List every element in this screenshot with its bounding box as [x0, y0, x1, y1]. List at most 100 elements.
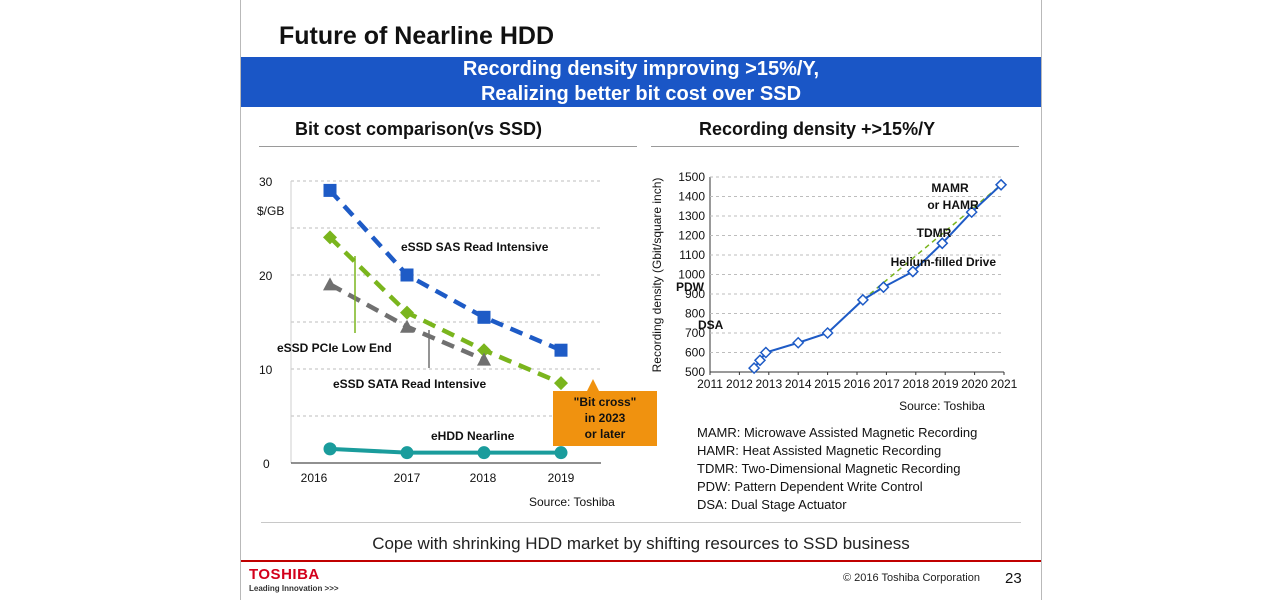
- density-x-tick-2021: 2021: [991, 377, 1018, 391]
- point-ehdd-nearline-2017: [400, 446, 414, 460]
- density-y-tick-900: 900: [685, 287, 705, 301]
- y-axis-unit: $/GB: [257, 204, 284, 218]
- recording-density-panel-title: Recording density +>15%/Y: [699, 119, 936, 139]
- series-line-ehdd-nearline: [329, 446, 561, 455]
- bit-cost-panel-title: Bit cost comparison(vs SSD): [295, 119, 543, 139]
- bottom-note: Cope with shrinking HDD market by shifti…: [372, 534, 910, 553]
- left-source: Source: Toshiba: [529, 495, 615, 509]
- bit-cost-chart: 30 20 10 0 $/GB 2016 2017 2018 2019 eSSD…: [257, 175, 657, 509]
- abbr-pdw: PDW: Pattern Dependent Write Control: [697, 479, 923, 494]
- point-ehdd-nearline-2018: [477, 446, 491, 460]
- bit-cross-callout: "Bit cross" in 2023 or later: [553, 379, 657, 446]
- label-sata: eSSD SATA Read Intensive: [333, 377, 486, 391]
- density-x-tick-2020: 2020: [961, 377, 988, 391]
- series-line-essd-sas-read-intensive: [328, 188, 562, 353]
- callout-line-1: "Bit cross": [574, 395, 637, 409]
- density-x-tick-2012: 2012: [726, 377, 753, 391]
- banner-line-2: Realizing better bit cost over SSD: [480, 83, 802, 105]
- point-essd-pcie-low-end-2016: [323, 230, 337, 245]
- density-y-tick-1200: 1200: [678, 229, 705, 243]
- annotation-mamr: MAMR: [931, 181, 969, 195]
- page-number: 23: [1005, 570, 1022, 587]
- density-x-tick-2019: 2019: [932, 377, 959, 391]
- x-tick-2019: 2019: [548, 471, 575, 485]
- point-essd-sas-read-intensive-2018: [477, 310, 491, 324]
- x-tick-2017: 2017: [394, 471, 421, 485]
- density-y-tick-600: 600: [685, 346, 705, 360]
- density-y-tick-700: 700: [685, 326, 705, 340]
- right-panel-rule: [651, 146, 1019, 147]
- density-x-tick-2016: 2016: [844, 377, 871, 391]
- density-point-4: [792, 336, 805, 349]
- density-point-6: [856, 293, 869, 306]
- annotation-pdw: PDW: [676, 280, 705, 294]
- density-x-tick-2013: 2013: [755, 377, 782, 391]
- density-y-tick-800: 800: [685, 307, 705, 321]
- callout-line-2: in 2023: [585, 411, 626, 425]
- x-tick-2018: 2018: [470, 471, 497, 485]
- point-essd-sas-read-intensive-2016: [323, 183, 337, 197]
- point-essd-sata-read-intensive-2018: [477, 352, 491, 366]
- density-trend-line: [862, 184, 1002, 301]
- density-y-tick-1000: 1000: [678, 268, 705, 282]
- abbr-dsa: DSA: Dual Stage Actuator: [697, 497, 847, 512]
- density-x-tick-2015: 2015: [814, 377, 841, 391]
- label-nearline: eHDD Nearline: [431, 429, 515, 443]
- density-y-tick-500: 500: [685, 365, 705, 379]
- density-point-2: [753, 354, 767, 367]
- density-x-ticks: 2011 2012 2013 2014 2015 2016 2017 2018 2019 2020…: [697, 372, 1018, 391]
- density-x-tick-2018: 2018: [902, 377, 929, 391]
- x-tick-2016: 2016: [301, 471, 328, 485]
- toshiba-logo: TOSHIBA: [249, 566, 320, 583]
- abbr-hamr: HAMR: Heat Assisted Magnetic Recording: [697, 443, 942, 458]
- density-y-tick-1400: 1400: [678, 190, 705, 204]
- y-tick-20: 20: [259, 269, 273, 283]
- bottom-rule: [261, 522, 1021, 523]
- annotation-helium: Helium-filled Drive: [891, 255, 997, 269]
- point-essd-pcie-low-end-2018: [477, 343, 491, 358]
- density-point-9: [936, 237, 949, 250]
- density-x-tick-2014: 2014: [785, 377, 812, 391]
- point-ehdd-nearline-2016: [323, 442, 337, 456]
- bit-cost-grid: [290, 180, 601, 464]
- density-point-11: [994, 178, 1008, 191]
- banner-line-1: Recording density improving >15%/Y,: [462, 58, 820, 80]
- callout-line-3: or later: [585, 427, 626, 441]
- y-tick-0: 0: [263, 457, 270, 471]
- abbreviation-list: MAMR: Microwave Assisted Magnetic Record…: [697, 424, 977, 514]
- y-tick-10: 10: [259, 363, 273, 377]
- density-y-tick-1300: 1300: [678, 209, 705, 223]
- annotation-dsa: DSA: [698, 318, 724, 332]
- density-series-line: [753, 184, 1002, 369]
- density-point-8: [906, 265, 919, 278]
- density-y-axis-title: Recording density (Gbit/square inch): [650, 178, 664, 373]
- headline-banner: Recording density improving >15%/Y, Real…: [241, 57, 1041, 107]
- label-pcie: eSSD PCIe Low End: [277, 341, 392, 355]
- point-essd-pcie-low-end-2017: [400, 305, 414, 320]
- right-source: Source: Toshiba: [899, 399, 985, 413]
- point-ehdd-nearline-2019: [554, 446, 568, 460]
- left-panel-rule: [259, 146, 637, 147]
- annotation-hamr: or HAMR: [927, 198, 979, 212]
- density-point-1: [748, 362, 761, 375]
- point-essd-sata-read-intensive-2017: [400, 319, 414, 333]
- density-point-10: [965, 206, 978, 219]
- density-point-7: [877, 281, 890, 294]
- copyright: © 2016 Toshiba Corporation: [843, 572, 980, 584]
- abbr-tdmr: TDMR: Two-Dimensional Magnetic Recording: [697, 461, 961, 476]
- density-x-tick-2017: 2017: [873, 377, 900, 391]
- logo-tagline: Leading Innovation >>>: [249, 584, 339, 593]
- series-line-essd-pcie-low-end: [328, 235, 562, 386]
- slide: Future of Nearline HDD Recording density…: [240, 0, 1042, 600]
- annotation-tdmr: TDMR: [917, 226, 952, 240]
- y-tick-30: 30: [259, 175, 273, 189]
- density-grid: [709, 176, 1004, 373]
- density-y-tick-1500: 1500: [678, 170, 705, 184]
- point-essd-sata-read-intensive-2016: [323, 277, 337, 291]
- recording-density-chart: 500600700800900100011001200130014001500 …: [650, 170, 1018, 413]
- density-y-tick-1100: 1100: [679, 248, 705, 262]
- density-point-5: [821, 326, 834, 340]
- slide-title: Future of Nearline HDD: [279, 22, 555, 50]
- density-y-ticks: 500 600 700 800 900 1000 1100 1200 1300 1400 1500: [678, 170, 705, 379]
- footer-rule: [241, 560, 1041, 562]
